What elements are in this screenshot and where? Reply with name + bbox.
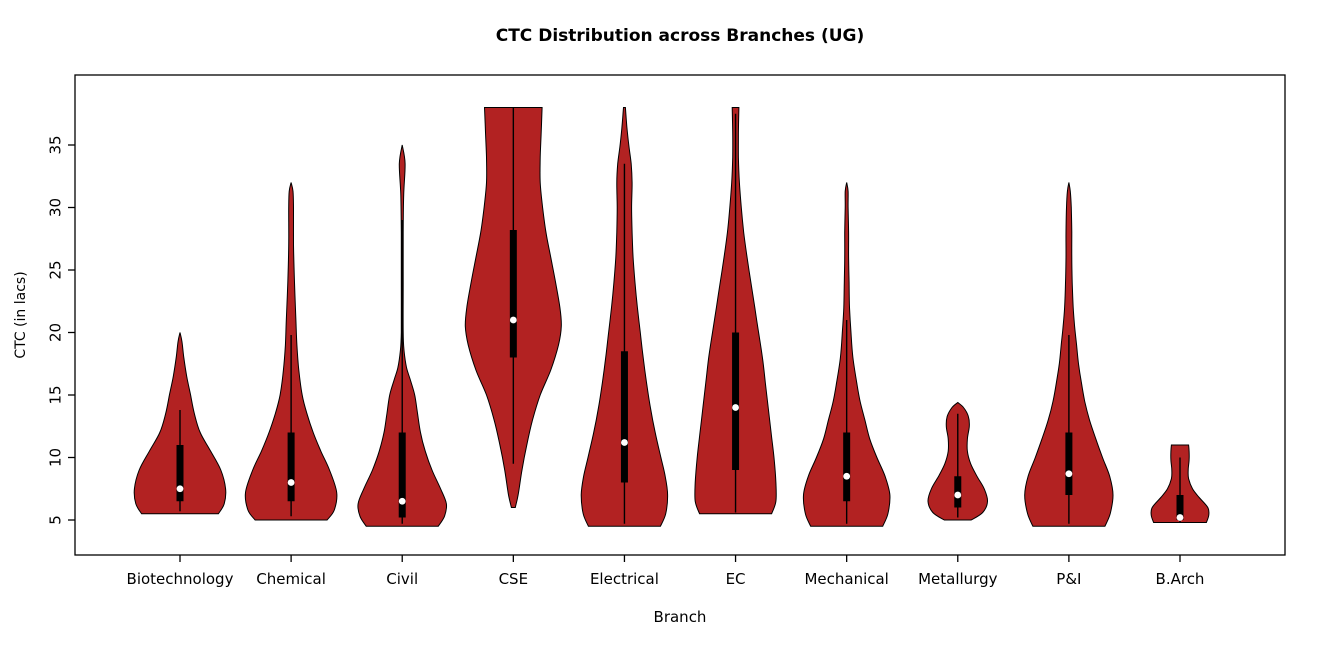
- y-axis: 5 10 15 20 25 30 35: [46, 135, 75, 525]
- x-tick-label: B.Arch: [1156, 570, 1205, 588]
- median-dot-ec: [732, 404, 739, 411]
- y-axis-label: CTC (in lacs): [13, 271, 29, 359]
- x-tick-label: Mechanical: [804, 570, 888, 588]
- plot-border: [74, 74, 1286, 556]
- y-tick-label: 30: [46, 198, 64, 217]
- x-axis: Biotechnology Chemical Civil CSE Electrical E…: [127, 555, 1205, 588]
- violin-chemical: [244, 182, 338, 521]
- x-tick-label: CSE: [499, 570, 528, 588]
- median-dot-metallurgy: [954, 491, 962, 499]
- y-tick-label: 35: [46, 135, 64, 154]
- x-axis-label: Branch: [653, 608, 707, 626]
- y-tick-label: 25: [46, 260, 64, 279]
- chart-title: CTC Distribution across Branches (UG): [495, 26, 865, 46]
- x-tick-label: Metallurgy: [918, 570, 998, 588]
- x-tick-label: P&I: [1056, 570, 1081, 588]
- x-tick-label: Chemical: [256, 570, 326, 588]
- x-tick-label: Civil: [386, 570, 418, 588]
- median-dot-chemical: [287, 479, 295, 486]
- violin-civil: [357, 144, 448, 527]
- x-tick-label: Biotechnology: [127, 570, 234, 588]
- violin-cse: [464, 107, 562, 508]
- median-dot-biotechnology: [176, 485, 184, 493]
- violin-biotechnology: [133, 332, 227, 515]
- violin-electrical: [580, 107, 669, 527]
- violin-mechanical: [802, 182, 891, 527]
- x-tick-label: Electrical: [590, 570, 659, 588]
- violin-metallurgy: [927, 401, 989, 521]
- median-dot-cse: [509, 316, 517, 324]
- y-tick-label: 20: [46, 323, 64, 342]
- median-dot-b-arch: [1176, 514, 1184, 521]
- median-dot-mechanical: [843, 472, 851, 480]
- median-dot-civil: [398, 497, 406, 505]
- violin-b-arch: [1150, 444, 1210, 523]
- y-tick-label: 10: [46, 448, 64, 467]
- violin-p-i: [1024, 182, 1114, 527]
- y-tick-label: 15: [46, 385, 64, 404]
- y-tick-label: 5: [46, 515, 64, 525]
- median-dot-electrical: [621, 439, 628, 446]
- median-dot-p-i: [1065, 470, 1073, 478]
- x-tick-label: EC: [726, 570, 746, 588]
- violin-ec: [694, 107, 777, 515]
